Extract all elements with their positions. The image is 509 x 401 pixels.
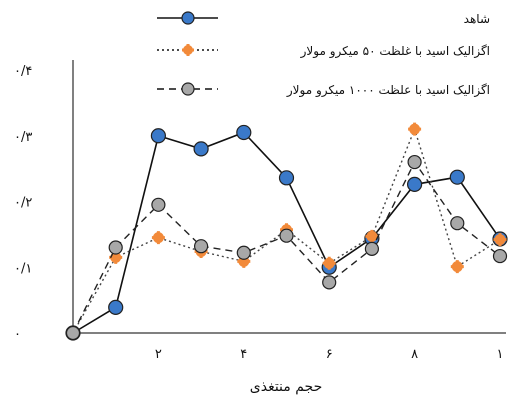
data-point [449, 169, 465, 185]
x-tick-labels: ۲ ۴ ۶ ۸ ۱ [155, 347, 504, 362]
chart-legend: شاهد اگزالیک اسید با غلظت ۵۰ میکرو مولار ا… [157, 11, 490, 98]
data-point [150, 128, 166, 144]
legend-item-1: شاهد [157, 11, 490, 26]
x-tick-label: ۲ [155, 347, 162, 362]
y-tick-label: ۰/۱ [14, 261, 32, 276]
legend-marker [182, 44, 194, 56]
data-point [108, 240, 123, 255]
marker-spokes [322, 256, 336, 270]
data-point [492, 248, 508, 264]
data-point [151, 197, 166, 212]
x-tick-label: ۶ [326, 347, 333, 362]
legend-label: اگزالیک اسید با غلظت ۵۰ میکرو مولار [300, 44, 490, 59]
marker-spokes [182, 44, 194, 56]
data-point [450, 260, 464, 274]
legend-marker [181, 82, 195, 96]
legend-marker [181, 11, 195, 25]
x-tick-label: ۸ [411, 347, 418, 362]
data-point [407, 154, 422, 170]
legend-label: اگزالیک اسید با علظت ۱۰۰۰ میکرو مولار [286, 83, 490, 98]
chart-axes [72, 60, 506, 334]
data-point [194, 239, 209, 254]
marker-spokes [493, 233, 507, 247]
data-point [322, 256, 336, 270]
marker-spokes [151, 231, 165, 245]
marker-spokes [408, 122, 422, 136]
legend-label: شاهد [464, 12, 490, 26]
data-point [236, 124, 252, 141]
y-tick-label: ۰/۲ [14, 196, 32, 211]
data-point [236, 245, 251, 260]
data-point [108, 299, 124, 315]
y-tick-label: ۰ [14, 327, 21, 342]
y-tick-label: ۰/۴ [14, 64, 32, 79]
marker-spokes [365, 229, 379, 243]
data-point [279, 228, 294, 243]
marker-spokes [450, 260, 464, 274]
series-3 [65, 154, 508, 341]
data-point [151, 231, 165, 245]
x-axis-title: حجم منتغذی [250, 379, 322, 395]
data-point [450, 216, 465, 231]
data-point [407, 176, 423, 193]
data-point [193, 141, 209, 157]
chart-series [65, 122, 508, 341]
legend-item-2: اگزالیک اسید با غلظت ۵۰ میکرو مولار [157, 44, 490, 59]
y-tick-labels: ۰ ۰/۱ ۰/۲ ۰/۳ ۰/۴ [14, 64, 32, 342]
data-point [65, 325, 81, 341]
legend-item-3: اگزالیک اسید با علظت ۱۰۰۰ میکرو مولار [157, 82, 490, 98]
data-point [278, 170, 295, 186]
y-tick-label: ۰/۳ [14, 130, 32, 145]
data-point [408, 122, 422, 136]
data-point [364, 241, 379, 256]
data-point [322, 275, 337, 290]
data-point [365, 229, 379, 243]
x-tick-label: ۴ [240, 347, 247, 362]
data-point [493, 233, 507, 247]
x-tick-label: ۱ [497, 347, 504, 362]
